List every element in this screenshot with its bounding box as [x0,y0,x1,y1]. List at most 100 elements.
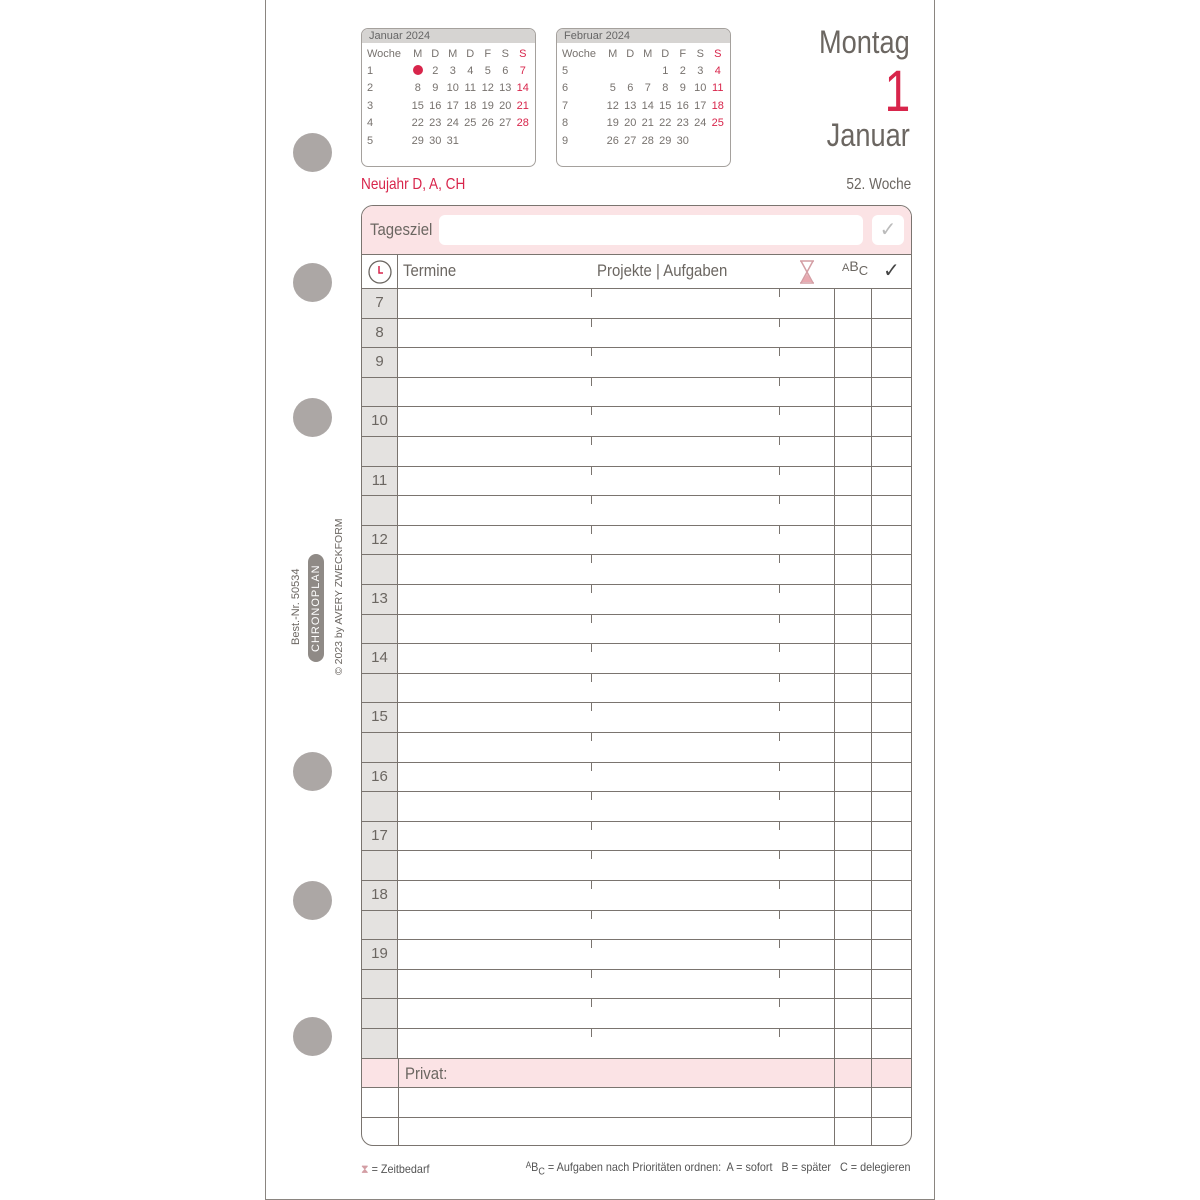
day-cell[interactable]: 8 [662,82,669,95]
hour-row[interactable]: 17 [362,821,911,852]
day-cell[interactable]: 6 [627,82,634,95]
day-cell[interactable]: 9 [432,82,439,95]
day-cell[interactable] [692,132,710,149]
day-cell[interactable]: 31 [446,134,459,147]
day-cell[interactable] [479,132,497,149]
day-cell[interactable]: 29 [659,134,672,147]
day-cell[interactable]: 8 [414,82,421,95]
day-cell[interactable]: 5 [484,65,491,78]
hour-row[interactable]: 11 [362,466,911,497]
day-cell[interactable]: 24 [446,117,459,130]
hour-row[interactable] [362,437,911,467]
day-cell[interactable]: 7 [519,65,526,78]
day-cell[interactable]: 13 [499,82,512,95]
day-cell[interactable]: 17 [446,99,459,112]
day-cell[interactable]: 30 [429,134,442,147]
hour-row[interactable] [362,496,911,526]
day-cell[interactable]: 21 [641,117,654,130]
day-cell[interactable] [604,62,622,79]
day-cell[interactable]: 15 [659,99,672,112]
day-cell[interactable]: 15 [411,99,424,112]
day-cell[interactable] [497,132,515,149]
day-cell[interactable]: 1 [662,65,669,78]
hour-row[interactable] [362,733,911,763]
day-cell[interactable]: 2 [679,65,686,78]
hour-row[interactable] [362,673,911,704]
day-cell[interactable]: 11 [712,82,724,95]
day-cell[interactable] [462,132,480,149]
hour-row[interactable]: 12 [362,525,911,556]
day-cell[interactable]: 20 [499,99,512,112]
hour-row[interactable]: 9 [362,348,911,378]
hour-row[interactable]: 15 [362,703,911,733]
hour-row[interactable] [362,614,911,645]
day-cell[interactable]: 24 [694,117,707,130]
day-cell[interactable]: 12 [481,82,494,95]
hour-row[interactable]: 10 [362,407,911,437]
day-cell[interactable]: 16 [429,99,442,112]
today-marker[interactable] [409,62,427,79]
hour-row[interactable]: 19 [362,940,911,970]
day-cell[interactable]: 14 [641,99,654,112]
hour-row[interactable]: 13 [362,585,911,615]
day-cell[interactable]: 10 [446,82,459,95]
day-cell[interactable]: 23 [429,117,442,130]
day-cell[interactable] [639,62,657,79]
day-cell[interactable]: 2 [432,65,439,78]
day-cell[interactable]: 18 [464,99,477,112]
day-cell[interactable]: 7 [644,82,651,95]
goal-check-icon[interactable]: ✓ [872,215,904,245]
day-cell[interactable] [514,132,532,149]
day-cell[interactable]: 16 [676,99,689,112]
day-cell[interactable]: 3 [449,65,456,78]
day-cell[interactable]: 27 [499,117,512,130]
day-cell[interactable]: 10 [694,82,707,95]
day-cell[interactable] [709,132,727,149]
day-cell[interactable]: 25 [711,117,724,130]
day-cell[interactable]: 26 [481,117,494,130]
day-cell[interactable]: 11 [464,82,476,95]
hour-row[interactable] [362,851,911,881]
day-cell[interactable]: 13 [624,99,637,112]
day-cell[interactable]: 4 [467,65,474,78]
day-cell[interactable]: 20 [624,117,637,130]
hour-row[interactable] [362,377,911,408]
hour-row[interactable]: 7 [362,289,911,319]
hour-row[interactable] [362,999,911,1029]
day-cell[interactable]: 26 [606,134,619,147]
day-cell[interactable]: 19 [606,117,619,130]
day-cell[interactable]: 22 [411,117,424,130]
day-cell[interactable] [622,62,640,79]
privat-line[interactable] [362,1117,911,1145]
day-cell[interactable]: 21 [516,99,529,112]
day-cell[interactable]: 18 [711,99,724,112]
day-cell[interactable]: 12 [606,99,619,112]
day-cell[interactable]: 30 [676,134,689,147]
privat-row[interactable]: Privat: [362,1058,911,1089]
day-cell[interactable]: 9 [679,82,686,95]
hour-row[interactable] [362,792,911,822]
hour-row[interactable] [362,910,911,941]
privat-line[interactable] [362,1088,911,1118]
goal-input[interactable] [439,215,863,245]
day-cell[interactable]: 25 [464,117,477,130]
day-cell[interactable]: 4 [714,65,721,78]
day-cell[interactable]: 27 [624,134,637,147]
day-cell[interactable]: 22 [659,117,672,130]
day-cell[interactable]: 23 [676,117,689,130]
day-cell[interactable]: 3 [697,65,704,78]
day-cell[interactable]: 5 [609,82,616,95]
hour-row[interactable]: 8 [362,318,911,349]
day-cell[interactable]: 28 [641,134,654,147]
hour-row[interactable]: 18 [362,881,911,911]
hour-row[interactable] [362,969,911,1000]
day-cell[interactable]: 17 [694,99,707,112]
day-cell[interactable]: 14 [516,82,529,95]
day-cell[interactable]: 28 [516,117,529,130]
day-cell[interactable]: 29 [411,134,424,147]
hour-row[interactable]: 14 [362,644,911,674]
day-cell[interactable]: 6 [502,65,509,78]
hour-row[interactable] [362,555,911,585]
day-cell[interactable]: 19 [481,99,494,112]
hour-row[interactable] [362,1029,911,1059]
